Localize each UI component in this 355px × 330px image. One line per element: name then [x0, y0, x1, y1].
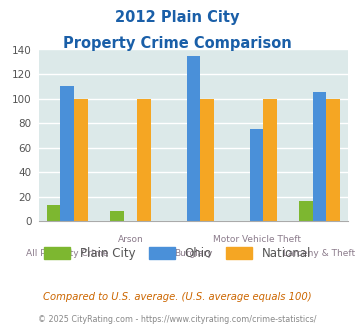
Bar [137, 99, 151, 221]
Bar [299, 202, 313, 221]
Text: Burglary: Burglary [174, 249, 213, 258]
Text: © 2025 CityRating.com - https://www.cityrating.com/crime-statistics/: © 2025 CityRating.com - https://www.city… [38, 315, 317, 324]
Bar [250, 129, 263, 221]
Text: 2012 Plain City: 2012 Plain City [115, 10, 240, 25]
Bar [110, 211, 124, 221]
Text: Compared to U.S. average. (U.S. average equals 100): Compared to U.S. average. (U.S. average … [43, 292, 312, 302]
Text: Arson: Arson [118, 235, 143, 244]
Text: Property Crime Comparison: Property Crime Comparison [63, 36, 292, 51]
Text: Larceny & Theft: Larceny & Theft [284, 249, 355, 258]
Text: Motor Vehicle Theft: Motor Vehicle Theft [213, 235, 300, 244]
Text: All Property Crime: All Property Crime [26, 249, 109, 258]
Bar [313, 92, 327, 221]
Bar [186, 56, 201, 221]
Bar [47, 205, 60, 221]
Legend: Plain City, Ohio, National: Plain City, Ohio, National [39, 242, 316, 264]
Bar [201, 99, 214, 221]
Bar [74, 99, 88, 221]
Bar [327, 99, 340, 221]
Bar [60, 86, 74, 221]
Bar [263, 99, 277, 221]
